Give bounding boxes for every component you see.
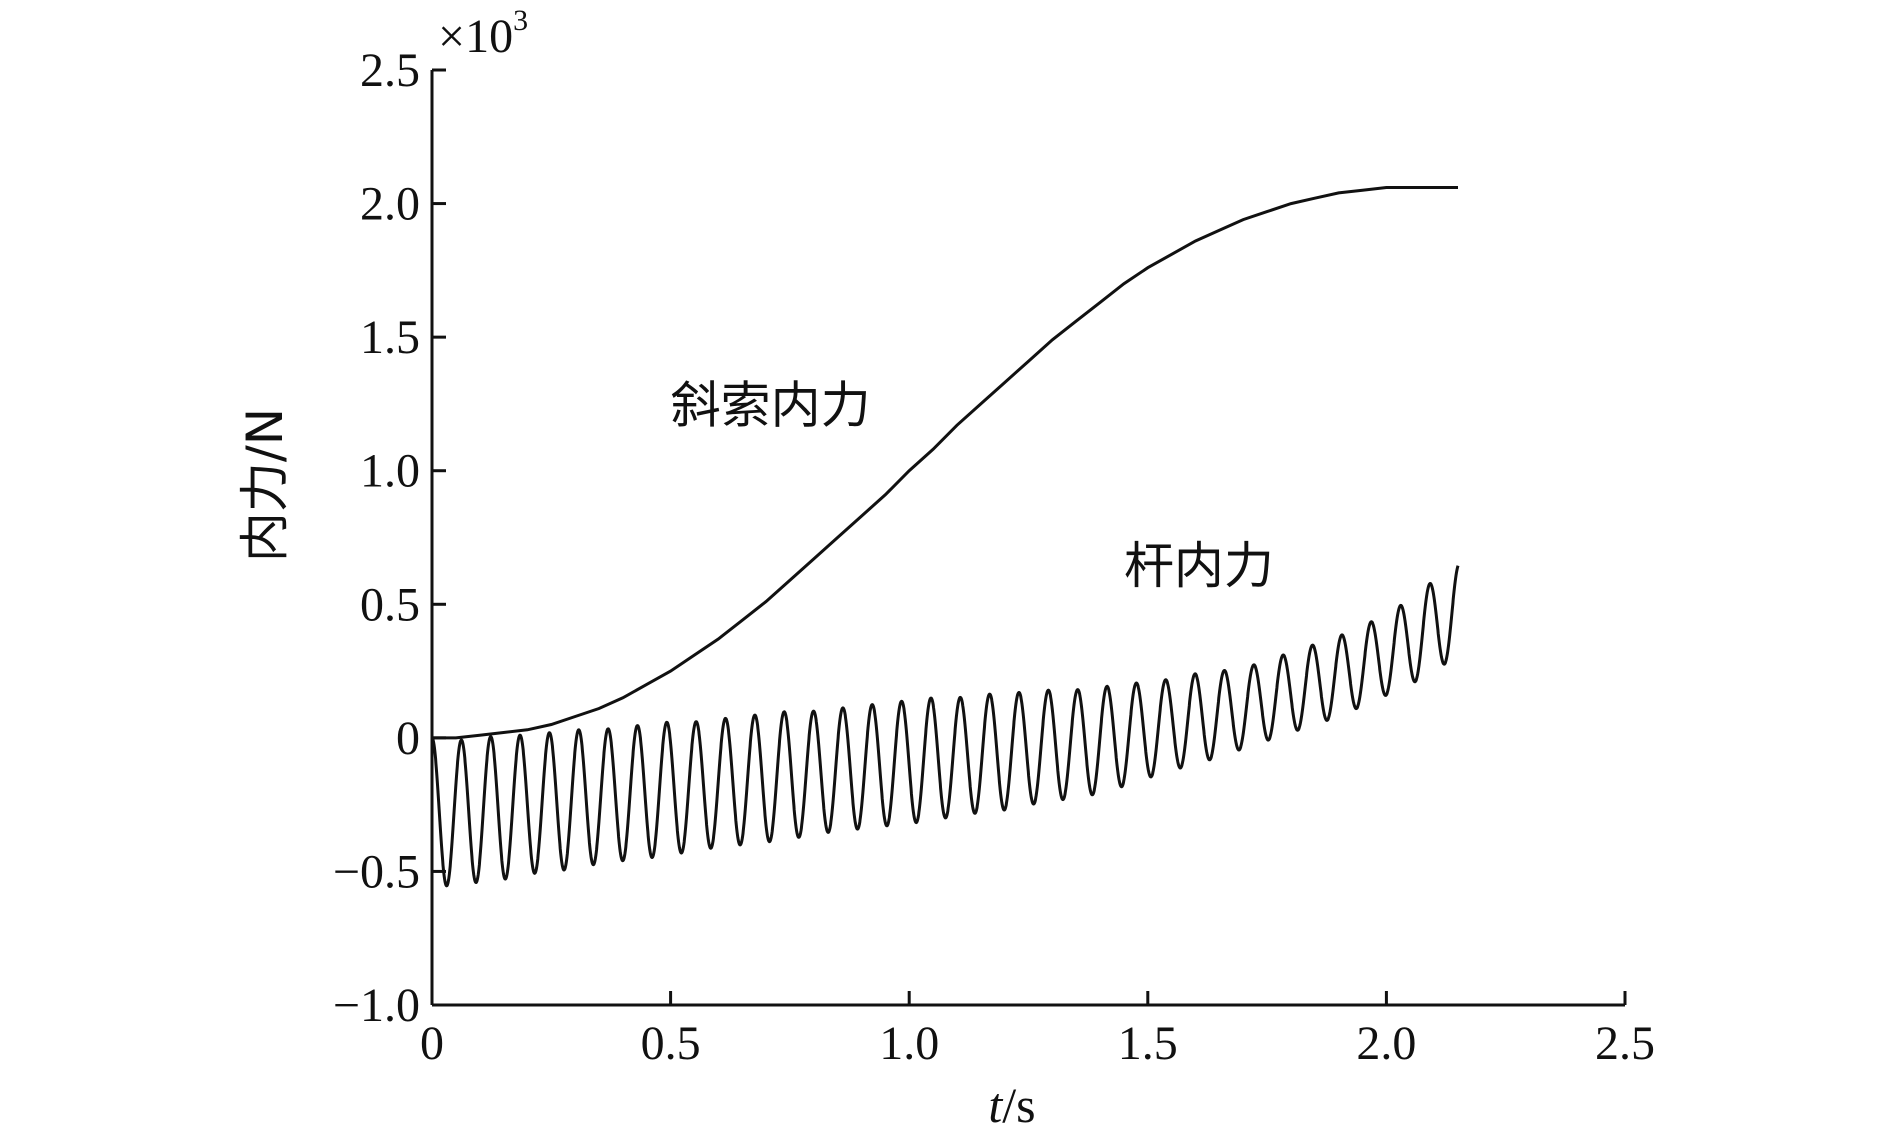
y-tick-label: 1.5 <box>360 311 420 364</box>
y-tick-label: 0.5 <box>360 578 420 631</box>
x-tick-label: 1.5 <box>1118 1017 1178 1070</box>
plot-area: −1.0 −0.5 0 0.5 1.0 1.5 2.0 2.5 0 0.5 1.0 1.5 2.0 2.… <box>333 44 1655 1070</box>
series-group <box>430 186 1460 888</box>
y-tick-label: −0.5 <box>333 845 420 898</box>
series-line-cable <box>432 186 1458 740</box>
x-tick-label: 0 <box>420 1017 444 1070</box>
x-tick-label: 0.5 <box>641 1017 701 1070</box>
x-tick-label: 2.5 <box>1595 1017 1655 1070</box>
y-tick-label: 2.0 <box>360 178 420 231</box>
x-tick-label: 2.0 <box>1356 1017 1416 1070</box>
y-tick-label: 2.5 <box>360 44 420 97</box>
x-tick-label: 1.0 <box>879 1017 939 1070</box>
x-axis-title-variable: t <box>988 1077 1003 1128</box>
y-tick-label: 0 <box>396 712 420 765</box>
x-axis-title-unit: /s <box>1002 1077 1035 1128</box>
y-tick-label: −1.0 <box>333 979 420 1032</box>
annotation-label: 斜索内力 <box>671 377 871 435</box>
y-axis-title: 内力/N <box>236 408 294 562</box>
y-tick-label: 1.0 <box>360 445 420 498</box>
y-ticks: −1.0 −0.5 0 0.5 1.0 1.5 2.0 2.5 <box>333 44 446 1032</box>
x-axis-title: t/s <box>988 1077 1035 1128</box>
y-multiplier-base: ×10 <box>438 10 513 63</box>
x-ticks: 0 0.5 1.0 1.5 2.0 2.5 <box>420 991 1655 1070</box>
y-axis-multiplier: ×103 <box>438 4 528 63</box>
y-multiplier-exponent: 3 <box>513 4 528 37</box>
annotation-label: 杆内力 <box>1124 537 1274 595</box>
series-line-rod <box>430 565 1460 888</box>
